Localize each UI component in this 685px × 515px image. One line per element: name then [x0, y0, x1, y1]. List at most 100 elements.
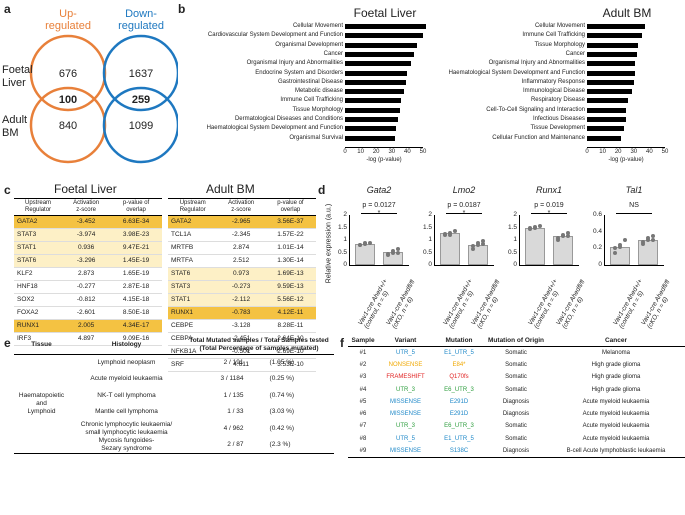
chart-title: Foetal Liver [353, 6, 417, 20]
table-c-adult-bm: Upstream Regulator Activation z-score p-… [168, 198, 316, 372]
pvalue-cell: 3.98E-23 [110, 228, 162, 242]
cancer-cell: B-cell Acute lymphoblastic leukaemia [566, 447, 666, 454]
data-point [481, 241, 485, 246]
th-pvalue: p-value of overlap [110, 198, 162, 216]
table-row: NFKB1A -0.501 2.69E-10 [168, 345, 316, 359]
zscore-cell: -2.965 [217, 215, 265, 229]
regulator-cell: GATA2 [168, 215, 218, 229]
th-cancer: Cancer [604, 337, 628, 344]
y-tick-label: 2 [343, 211, 347, 218]
bar-label: Immune Cell Trafficking [280, 97, 343, 104]
data-point [538, 224, 542, 229]
panel-letter-f: f [340, 336, 344, 350]
variant-cell: UTR_5 [395, 435, 415, 442]
regulator-cell: HNF18 [14, 280, 63, 294]
y-tick-label: 0.4 [592, 227, 602, 235]
data-point [443, 231, 447, 236]
mutation-cell: E1_UTR_5 [444, 435, 474, 442]
pvalue-cell: 2.64E-10 [264, 332, 316, 346]
data-point [476, 243, 480, 247]
y-axis [519, 215, 520, 265]
table-row: Mycosis fungoides- Sezary syndrome 2 / 87… [14, 437, 334, 454]
pvalue-cell: 6.63E-34 [110, 215, 162, 229]
gene-title: Lmo2 [452, 185, 476, 195]
venn-down-title: Down- regulated [118, 8, 164, 32]
variant-cell: FRAMESHIFT [386, 374, 425, 381]
bar-label: Haematological System Development and Fu… [206, 125, 343, 132]
th-mutated: Total Mutated samples / Total Samples te… [189, 337, 329, 352]
pvalue-cell: 1.65E-19 [110, 267, 162, 281]
th-mutation: Mutation [445, 337, 473, 344]
venn-down-both-count: 259 [131, 94, 151, 106]
significance-bracket [531, 213, 567, 214]
regulator-cell: NFKB1A [168, 345, 218, 359]
th-sample: Sample [351, 337, 375, 344]
pvalue-cell: 4.12E-11 [264, 306, 316, 320]
sample-cell: #6 [359, 411, 367, 418]
bar [587, 24, 645, 29]
gene-title: Tal1 [625, 185, 643, 195]
x-tick-label: 30 [388, 148, 396, 155]
panel-letter-b: b [178, 2, 186, 16]
x-axis-label: -log (p-value) [608, 156, 644, 163]
table-row: STAT3 -0.273 9.59E-13 [168, 280, 316, 294]
sample-cell: #9 [359, 447, 367, 454]
venn-up-both-count: 100 [58, 94, 78, 106]
pvalue-cell: 8.28E-11 [264, 319, 316, 333]
table-row: MRTFB 2.874 1.01E-14 [168, 241, 316, 255]
pvalue-cell: 1.69E-13 [264, 267, 316, 281]
data-point [613, 246, 617, 251]
mutated-pct-cell: (2.3 %) [269, 441, 291, 448]
bar-label: Cardiovascular System Development and Fu… [207, 32, 343, 39]
zscore-cell: -2.345 [217, 228, 265, 242]
cancer-cell: Melanoma [601, 349, 630, 356]
pvalue-cell: 3.56E-37 [264, 215, 316, 229]
data-point [646, 238, 650, 242]
venn-row-adult-bm: Adult BM [2, 114, 28, 139]
histology-cell: Mantle cell lymphoma [95, 408, 158, 416]
table-row: TCL1A -2.345 1.57E-22 [168, 228, 316, 242]
mutation-cell: S138C [449, 447, 469, 454]
th-regulator: Upstream Regulator [168, 198, 218, 216]
histology-cell: Chronic lymphocytic leukaemia/ small lym… [80, 420, 173, 436]
pvalue-cell: 9.59E-13 [264, 280, 316, 294]
zscore-cell: -3.452 [62, 215, 111, 229]
x-tick-label: 0 [585, 148, 589, 155]
y-tick-label: 0 [343, 261, 347, 268]
data-point [448, 232, 452, 237]
x-tick-label: 10 [357, 148, 364, 155]
cancer-cell: Acute myeloid leukaemia [582, 423, 650, 430]
cancer-cell: Acute myeloid leukaemia [582, 398, 650, 405]
data-point [396, 246, 400, 251]
cancer-cell: High grade glioma [591, 361, 641, 368]
bar-label: Organismal Development [275, 41, 343, 48]
regulator-cell: STAT6 [14, 254, 63, 268]
histology-cell: NK-T cell lymphoma [97, 391, 156, 399]
bar-label: Metabolic disease [294, 88, 343, 95]
y-tick-label: 1 [343, 236, 347, 243]
sample-cell: #8 [359, 435, 367, 442]
mutation-cell: E84* [452, 361, 466, 368]
table-row: STAT1 -2.112 5.56E-12 [168, 293, 316, 307]
table-row: KLF2 2.873 1.65E-19 [14, 267, 162, 281]
table-row: GATA2 -3.452 6.63E-34 [14, 215, 162, 229]
sample-cell: #4 [359, 386, 367, 393]
bar-label: Cellular Movement [292, 23, 343, 29]
mutated-count-cell: 1 / 135 [223, 391, 244, 399]
data-point [476, 240, 480, 245]
zscore-cell: -0.812 [62, 293, 111, 307]
th-variant: Variant [394, 337, 417, 344]
data-point [368, 240, 372, 245]
y-tick-label: 0 [598, 261, 602, 268]
table-row: Mantle cell lymphoma 1 / 33 (3.03 %) [14, 404, 334, 421]
x-tick-label: 10 [599, 148, 606, 155]
y-tick-label: 0 [513, 261, 517, 268]
origin-cell: Somatic [505, 349, 527, 356]
x-axis [519, 265, 579, 266]
venn-down-fl-circle [102, 34, 178, 112]
y-tick-label: 2 [428, 211, 432, 218]
regulator-cell: SRF [168, 358, 218, 372]
zscore-cell: -0.277 [62, 280, 111, 294]
y-axis [434, 215, 435, 265]
bar [587, 42, 639, 48]
